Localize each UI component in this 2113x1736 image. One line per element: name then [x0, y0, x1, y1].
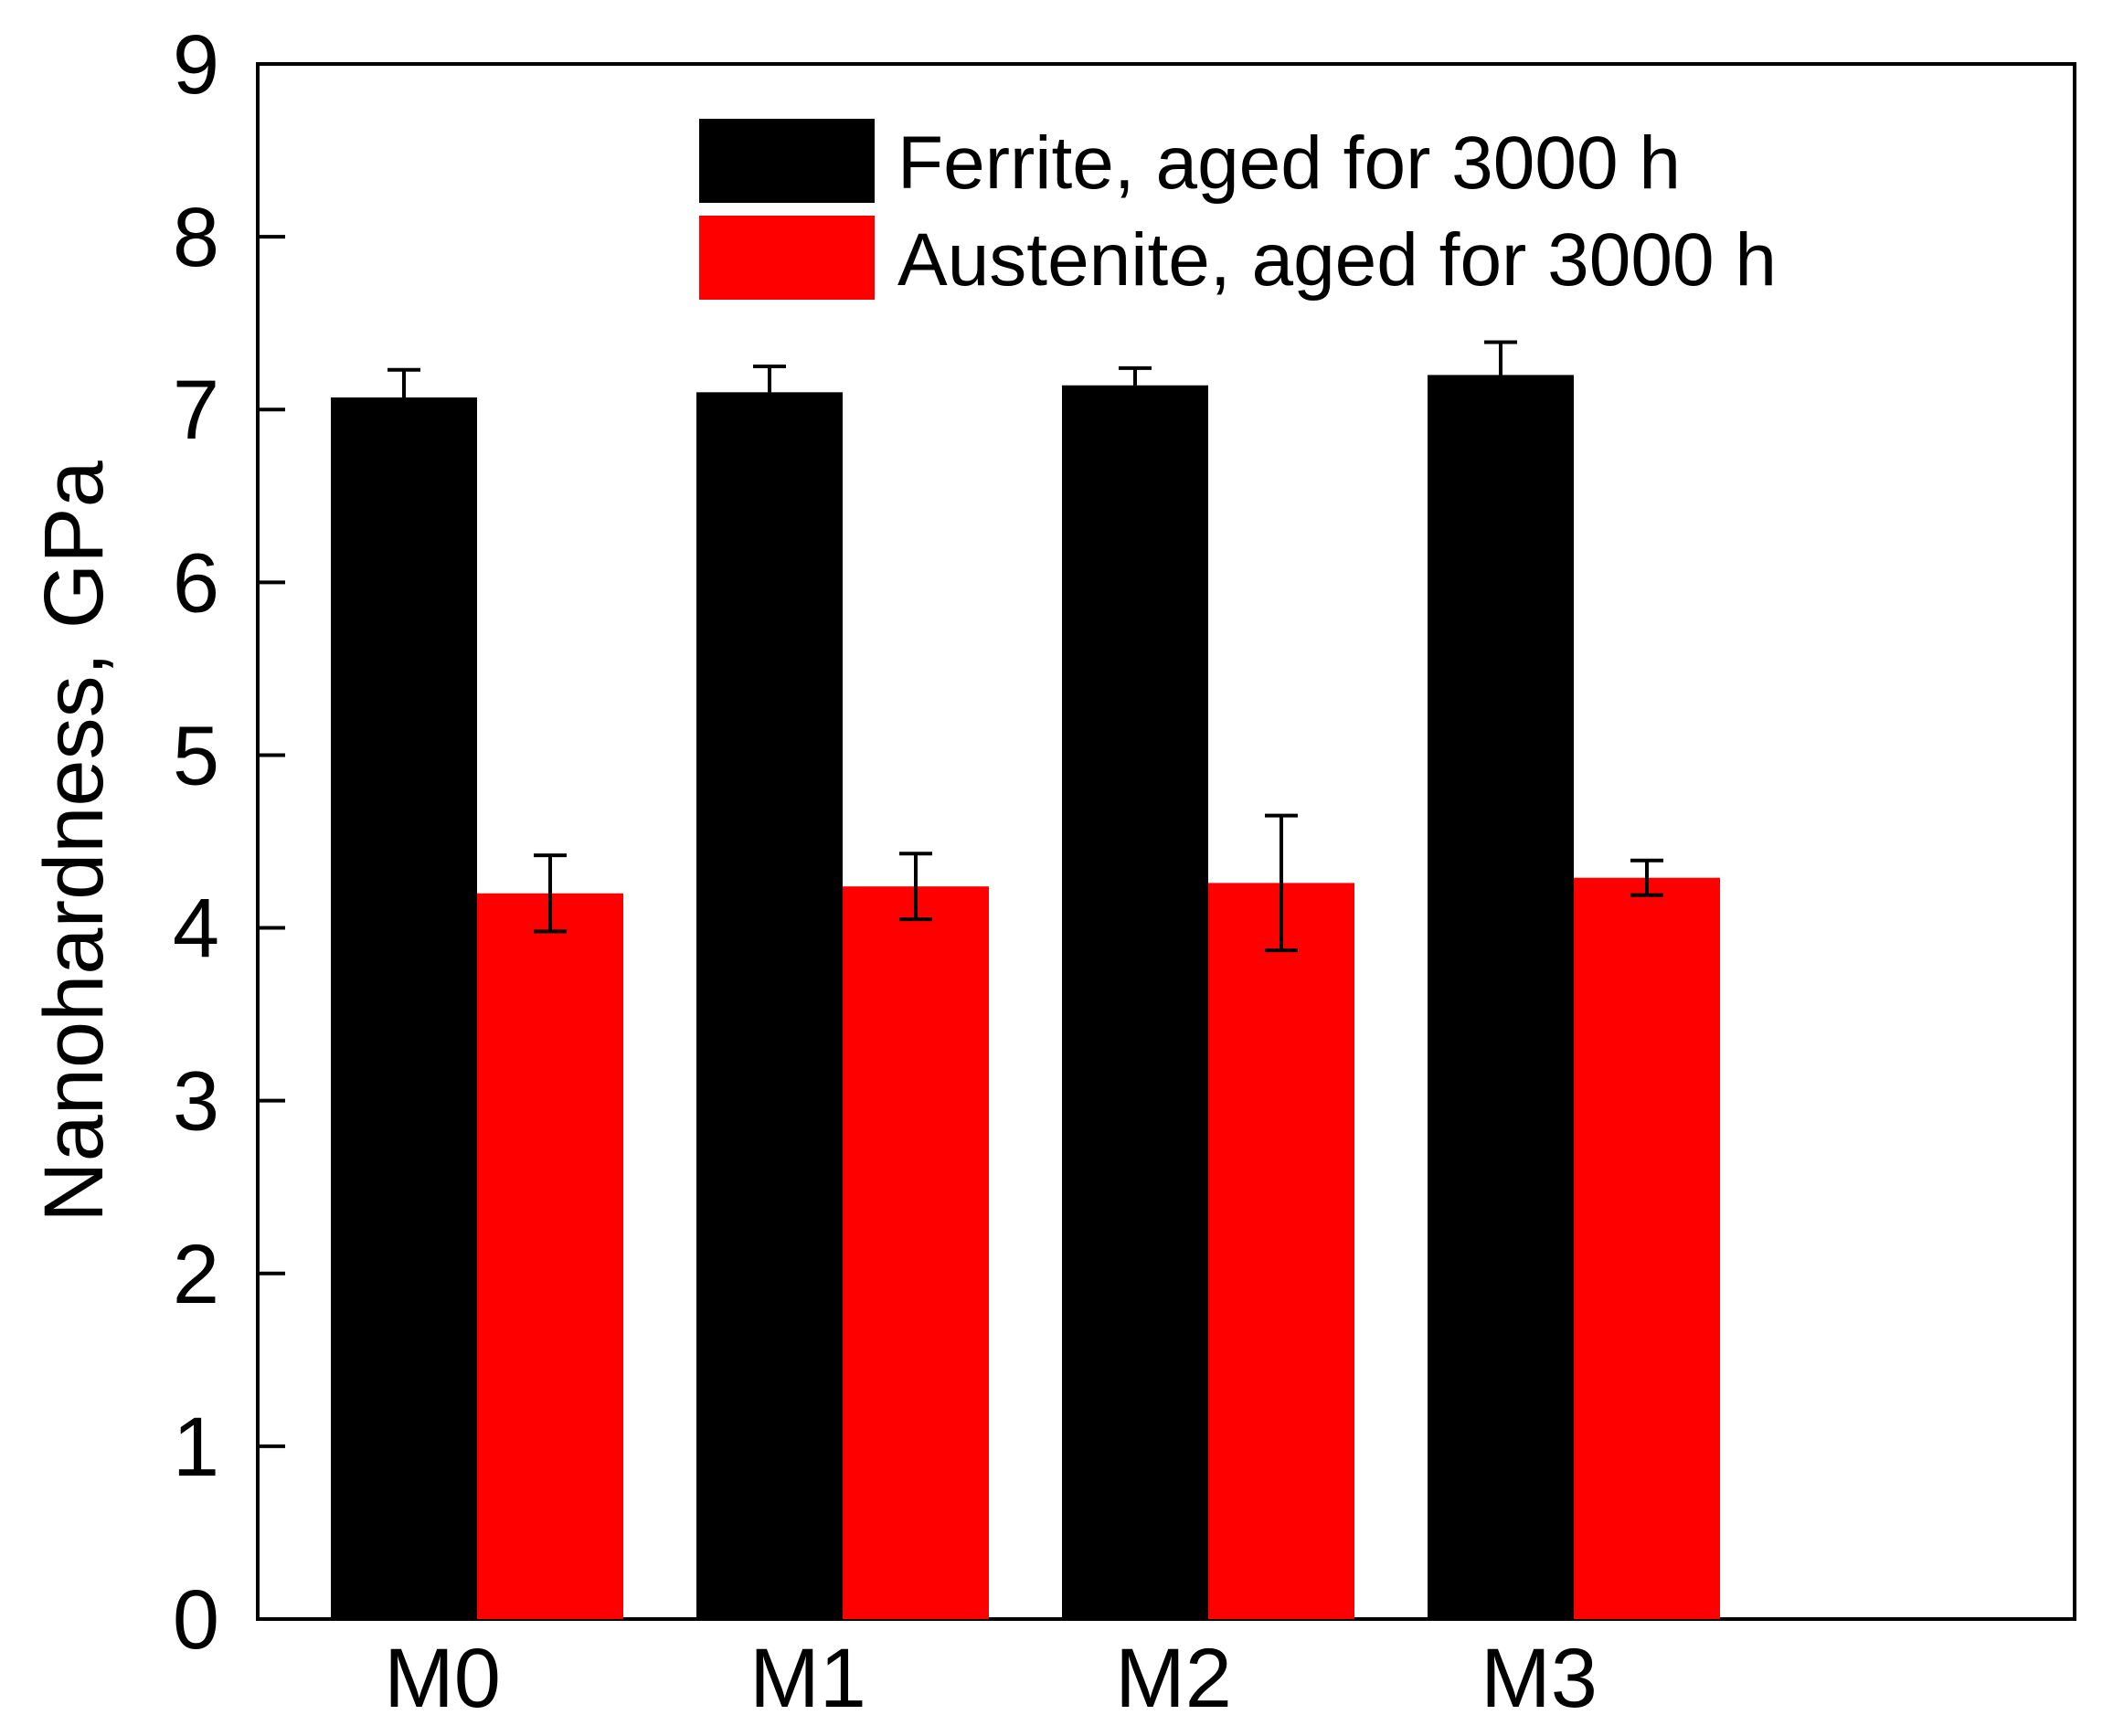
error-bar — [753, 364, 786, 420]
x-category-label: M1 — [749, 1632, 866, 1725]
x-category-label: M3 — [1481, 1632, 1598, 1725]
error-bar — [1484, 340, 1517, 410]
y-tick-label: 9 — [173, 18, 219, 111]
error-bar — [534, 853, 567, 934]
y-tick-label: 8 — [173, 191, 219, 284]
bar-m3-austenite — [1574, 877, 1720, 1619]
legend: Ferrite, aged for 3000 h Austenite, aged … — [699, 119, 1777, 302]
bar-m2-austenite — [1208, 883, 1354, 1619]
x-category-label: M2 — [1115, 1632, 1232, 1725]
x-category-label: M0 — [384, 1632, 501, 1725]
error-bar — [1630, 858, 1663, 897]
y-tick-label: 2 — [173, 1228, 219, 1321]
error-bar — [1119, 365, 1152, 405]
bars-group — [331, 375, 1720, 1620]
y-tick-label: 0 — [173, 1573, 219, 1667]
y-axis-ticks: 0 1 2 3 4 5 6 7 8 9 — [173, 18, 285, 1667]
y-tick-label: 4 — [173, 883, 219, 976]
legend-label-austenite: Austenite, aged for 3000 h — [897, 218, 1777, 302]
legend-swatch-ferrite — [699, 119, 875, 203]
bar-m1-austenite — [843, 886, 989, 1619]
y-axis-label: Nanohardness, GPa — [27, 460, 121, 1222]
error-bar — [1265, 813, 1298, 953]
legend-label-ferrite: Ferrite, aged for 3000 h — [897, 122, 1681, 205]
legend-swatch-austenite — [699, 216, 875, 300]
bar-m3-ferrite — [1428, 375, 1574, 1619]
y-tick-label: 7 — [173, 364, 219, 457]
y-tick-label: 3 — [173, 1055, 219, 1149]
y-tick-label: 6 — [173, 536, 219, 630]
error-bars-group — [388, 340, 1663, 953]
bar-m0-austenite — [477, 893, 623, 1619]
x-axis-labels: M0 M1 M2 M3 — [384, 1632, 1598, 1725]
y-tick-label: 1 — [173, 1401, 219, 1494]
y-tick-label: 5 — [173, 709, 219, 802]
bar-m0-ferrite — [331, 397, 477, 1620]
bar-m2-ferrite — [1062, 385, 1208, 1619]
error-bar — [899, 852, 932, 922]
error-bar — [388, 367, 420, 428]
bar-m1-ferrite — [696, 392, 843, 1620]
